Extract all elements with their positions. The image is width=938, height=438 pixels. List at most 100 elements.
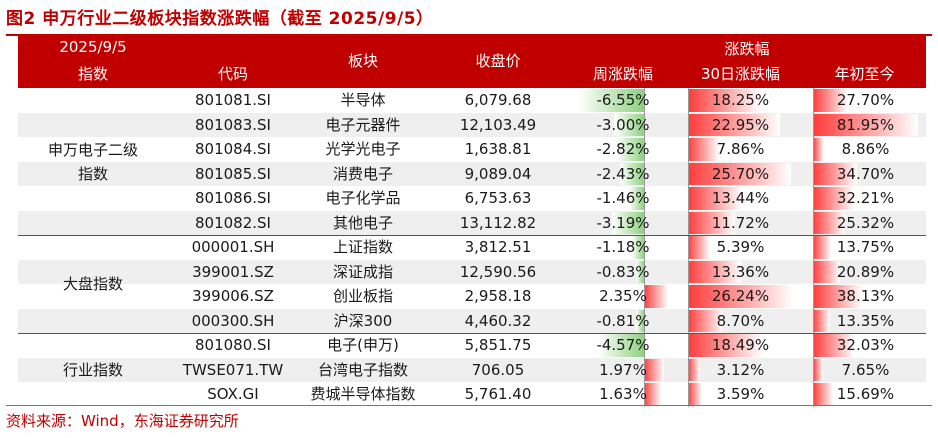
week-data-bar — [644, 285, 668, 308]
ytd-zero-axis — [813, 235, 814, 260]
cell-ytd: 7.65% — [813, 357, 918, 382]
table-row: 000001.SH 上证指数 3,812.51 -1.18% 5.39% 13.75% — [18, 235, 926, 260]
day30-data-bar — [688, 309, 723, 332]
cell-code: TWSE071.TW — [182, 360, 284, 379]
header-sector: 板块 — [347, 52, 378, 70]
table-row: SOX.GI 费城半导体指数 5,761.40 1.63% 3.59% 15.69% — [18, 382, 926, 407]
cell-close: 706.05 — [471, 360, 525, 379]
cell-close: 12,590.56 — [459, 262, 537, 281]
header-date: 2025/9/5 — [59, 38, 127, 56]
day30-zero-axis — [688, 284, 689, 309]
cell-week: -0.83% — [578, 259, 668, 284]
cell-week: 2.35% — [578, 284, 668, 309]
cell-ytd: 32.21% — [813, 186, 918, 211]
ytd-value: 20.89% — [836, 262, 895, 281]
table-row: 801081.SI 半导体 6,079.68 -6.55% 18.25% 27.70% — [18, 88, 926, 113]
week-value: -1.46% — [596, 189, 650, 207]
cell-week: -6.55% — [578, 88, 668, 113]
week-data-bar — [644, 383, 661, 406]
ytd-data-bar — [813, 89, 849, 112]
ytd-data-bar — [813, 260, 840, 283]
day30-value: 18.49% — [711, 336, 770, 354]
cell-sector: 费城半导体指数 — [310, 385, 416, 403]
cell-sector: 半导体 — [340, 91, 386, 109]
ytd-value: 38.13% — [836, 287, 895, 305]
ytd-zero-axis — [813, 357, 814, 382]
group-separator — [18, 333, 926, 334]
day30-value: 3.12% — [716, 360, 765, 379]
table-row: 801082.SI 其他电子 13,112.82 -3.19% 11.72% 25.32% — [18, 210, 926, 235]
day30-data-bar — [688, 211, 735, 234]
cell-week: 1.97% — [578, 357, 668, 382]
cell-close: 4,460.32 — [464, 311, 532, 330]
ytd-zero-axis — [813, 88, 814, 113]
cell-day30: 26.24% — [688, 284, 793, 309]
week-zero-axis — [644, 259, 646, 284]
cell-close: 5,761.40 — [464, 385, 532, 403]
cell-sector: 台湾电子指数 — [317, 360, 408, 379]
week-value: 1.63% — [599, 385, 647, 403]
week-data-bar — [635, 260, 645, 283]
cell-week: -3.00% — [578, 112, 668, 137]
cell-close: 1,638.81 — [464, 140, 532, 158]
ytd-data-bar — [813, 236, 831, 259]
day30-data-bar — [688, 334, 762, 357]
ytd-data-bar — [813, 383, 834, 406]
cell-sector: 电子化学品 — [325, 189, 401, 207]
cell-code: 801083.SI — [195, 115, 271, 134]
day30-value: 25.70% — [711, 164, 770, 183]
day30-value: 3.59% — [716, 385, 765, 403]
ytd-value: 15.69% — [836, 385, 895, 403]
ytd-zero-axis — [813, 137, 814, 162]
week-value: -3.19% — [596, 213, 650, 232]
week-data-bar — [611, 211, 645, 234]
cell-day30: 18.49% — [688, 333, 793, 358]
ytd-data-bar — [813, 334, 855, 357]
cell-day30: 3.12% — [688, 357, 793, 382]
cell-ytd: 13.35% — [813, 308, 918, 333]
ytd-zero-axis — [813, 308, 814, 333]
table-row: TWSE071.TW 台湾电子指数 706.05 1.97% 3.12% 7.65% — [18, 357, 926, 382]
cell-week: 1.63% — [578, 382, 668, 407]
day30-zero-axis — [688, 235, 689, 260]
day30-data-bar — [688, 113, 780, 136]
week-value: 1.97% — [599, 360, 647, 379]
week-zero-axis — [644, 112, 646, 137]
day30-value: 13.36% — [711, 262, 770, 281]
ytd-zero-axis — [813, 333, 814, 358]
day30-value: 8.70% — [716, 311, 765, 330]
day30-zero-axis — [688, 137, 689, 162]
week-data-bar — [619, 162, 645, 185]
group-label: 行业指数 — [62, 360, 123, 379]
ytd-zero-axis — [813, 186, 814, 211]
day30-zero-axis — [688, 357, 689, 382]
day30-value: 11.72% — [711, 213, 770, 232]
source-note: 资料来源：Wind，东海证券研究所 — [6, 412, 239, 430]
week-zero-axis — [644, 137, 646, 162]
cell-code: 801086.SI — [195, 189, 271, 207]
cell-code: 399006.SZ — [192, 287, 274, 305]
ytd-data-bar — [813, 309, 831, 332]
ytd-data-bar — [813, 187, 855, 210]
week-data-bar — [629, 187, 645, 210]
cell-ytd: 25.32% — [813, 210, 918, 235]
week-zero-axis — [644, 210, 646, 235]
day30-data-bar — [688, 260, 742, 283]
header-ytd: 年初至今 — [834, 65, 895, 83]
cell-sector: 沪深300 — [333, 311, 393, 330]
cell-day30: 5.39% — [688, 235, 793, 260]
header-30day: 30日涨跌幅 — [700, 65, 781, 83]
cell-day30: 11.72% — [688, 210, 793, 235]
cell-week: -2.43% — [578, 161, 668, 186]
week-value: -6.55% — [596, 91, 650, 109]
cell-sector: 深证成指 — [332, 262, 393, 281]
day30-zero-axis — [688, 88, 689, 113]
week-zero-axis — [644, 161, 646, 186]
week-data-bar — [644, 358, 665, 381]
cell-close: 5,851.75 — [464, 336, 532, 354]
ytd-value: 13.35% — [836, 311, 895, 330]
cell-close: 12,103.49 — [459, 115, 537, 134]
ytd-value: 81.95% — [836, 115, 895, 134]
cell-day30: 25.70% — [688, 161, 793, 186]
cell-code: 801084.SI — [195, 140, 271, 158]
